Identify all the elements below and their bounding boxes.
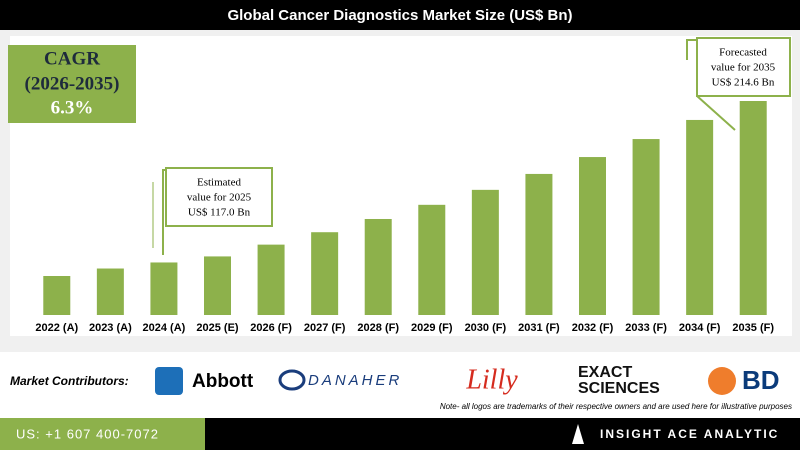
annotation-line: Forecasted <box>719 47 767 59</box>
cagr-box <box>8 45 136 123</box>
x-tick-label: 2028 (F) <box>357 322 399 334</box>
bar <box>204 256 231 315</box>
bar <box>418 204 446 315</box>
phone-bar <box>0 418 205 450</box>
x-tick-label: 2034 (F) <box>679 322 721 334</box>
x-tick-label: 2027 (F) <box>304 322 346 334</box>
x-tick-label: 2024 (A) <box>143 322 186 334</box>
annotation-line: value for 2035 <box>711 62 776 74</box>
annotation-line: US$ 117.0 Bn <box>188 207 251 219</box>
x-tick-label: 2023 (A) <box>89 322 132 334</box>
connector <box>696 95 736 131</box>
brand: INSIGHT ACE ANALYTIC <box>600 427 779 441</box>
cagr-label: CAGR <box>44 48 100 69</box>
abbott-icon <box>155 367 183 395</box>
x-tick-label: 2033 (F) <box>625 322 667 334</box>
plot-area <box>10 36 792 336</box>
bar <box>739 101 767 315</box>
bar <box>43 276 71 315</box>
chart-title: Global Cancer Diagnostics Market Size (U… <box>227 7 572 24</box>
bar <box>686 119 714 316</box>
bar <box>96 268 124 315</box>
logo-lilly: Lilly <box>465 364 518 395</box>
annotation-2025: Estimated value for 2025 US$ 117.0 Bn <box>152 167 273 255</box>
contributors-label: Market Contributors: <box>10 374 129 388</box>
x-tick-label: 2032 (F) <box>572 322 614 334</box>
annotation-line: value for 2025 <box>187 192 252 204</box>
brand-icon <box>572 424 584 444</box>
logo-danaher: DANAHER <box>308 372 402 389</box>
logo-bd: BD <box>742 365 780 395</box>
bar <box>311 232 339 315</box>
bar <box>364 218 392 315</box>
x-tick-label: 2030 (F) <box>465 322 507 334</box>
bar <box>471 189 499 315</box>
connector <box>686 39 697 60</box>
x-tick-label: 2026 (F) <box>250 322 292 334</box>
footer-note: Note- all logos are trademarks of their … <box>440 402 792 411</box>
logo-exact: EXACT <box>578 364 632 381</box>
x-tick-label: 2035 (F) <box>732 322 774 334</box>
bar <box>579 157 606 315</box>
annotation-line: US$ 214.6 Bn <box>712 77 775 89</box>
annotation-line: Estimated <box>197 177 241 189</box>
phone: US: +1 607 400-7072 <box>16 426 159 441</box>
x-tick-label: 2022 (A) <box>35 322 78 334</box>
bar <box>257 244 285 315</box>
bar <box>525 173 553 315</box>
x-tick-label: 2025 (E) <box>196 322 239 334</box>
bars <box>43 101 767 316</box>
danaher-icon <box>278 369 306 391</box>
cagr-period: (2026-2035) <box>25 73 120 94</box>
bar <box>632 139 660 315</box>
annotation-2035: Forecasted value for 2035 US$ 214.6 Bn <box>686 37 791 131</box>
annotation-box <box>165 167 273 227</box>
logo-abbott: Abbott <box>192 371 254 392</box>
cagr-value: 6.3% <box>51 97 94 118</box>
title-bar <box>0 0 800 30</box>
x-tick-label: 2031 (F) <box>518 322 560 334</box>
x-tick-label: 2029 (F) <box>411 322 453 334</box>
annotation-box <box>696 37 791 97</box>
bar <box>150 262 178 315</box>
bd-icon <box>708 367 736 395</box>
logo-sciences: SCIENCES <box>578 380 660 397</box>
brand-bar <box>205 418 800 450</box>
